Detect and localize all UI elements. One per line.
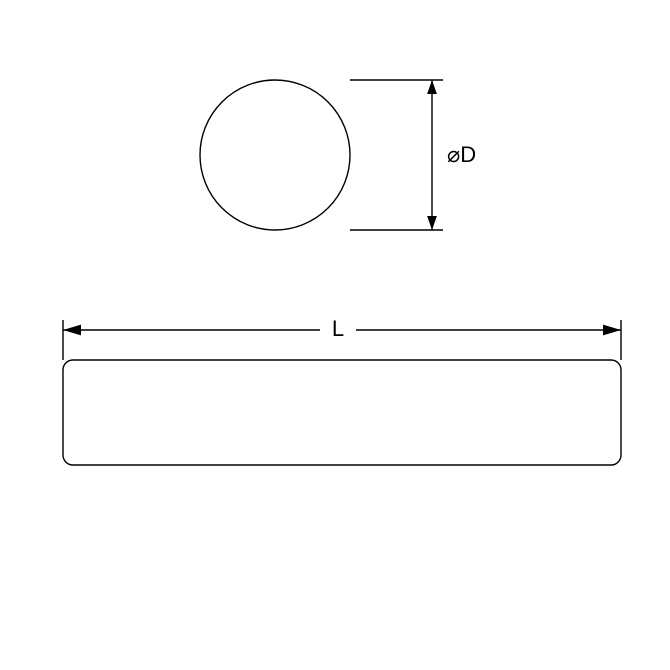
technical-diagram: ⌀D L [0, 0, 670, 670]
rod-end-view-circle [200, 80, 350, 230]
len-arrow-left [63, 325, 81, 336]
len-arrow-right [603, 325, 621, 336]
dia-arrow-bottom [427, 216, 437, 230]
length-label: L [332, 316, 344, 341]
dia-arrow-top [427, 80, 437, 94]
diameter-label: ⌀D [447, 142, 476, 167]
rod-side-view [63, 360, 621, 465]
